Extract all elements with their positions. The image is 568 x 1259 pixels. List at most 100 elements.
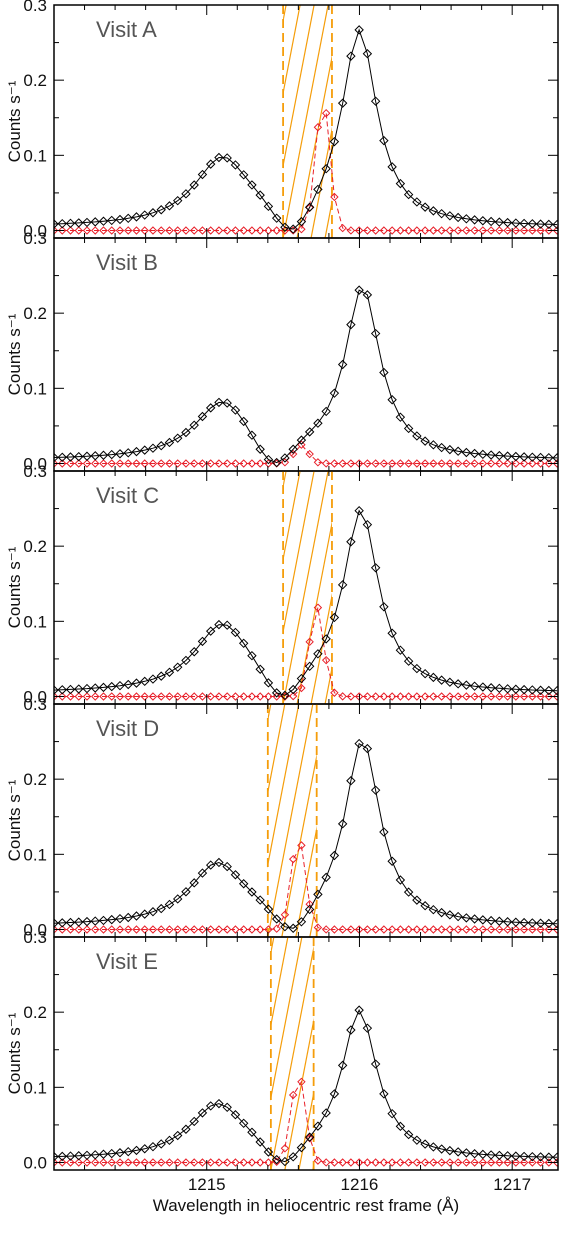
black-point <box>90 217 100 227</box>
red-point <box>396 226 405 235</box>
red-point <box>552 1158 558 1167</box>
black-point <box>74 684 84 694</box>
series-group <box>54 285 558 468</box>
black-series-line <box>54 1008 558 1163</box>
red-series-line <box>54 607 558 697</box>
black-point <box>140 210 150 220</box>
black-point <box>296 216 307 227</box>
black-point <box>148 208 158 218</box>
band-hatch-line <box>353 471 398 704</box>
black-point <box>148 443 158 453</box>
band-hatch-line <box>283 471 315 635</box>
black-series-line <box>54 289 558 464</box>
red-point <box>420 459 430 468</box>
red-point <box>66 459 75 468</box>
red-point <box>321 925 331 934</box>
red-point <box>536 226 545 235</box>
black-point <box>453 911 463 922</box>
black-point <box>535 219 546 229</box>
red-point <box>91 226 100 235</box>
band-hatch-line <box>310 592 332 704</box>
black-point <box>98 450 109 460</box>
black-point <box>164 667 175 677</box>
black-point <box>123 213 133 224</box>
red-point <box>420 1158 430 1167</box>
red-point <box>470 925 479 934</box>
black-point <box>486 450 496 460</box>
red-point <box>437 925 446 934</box>
y-tick-label: 0.2 <box>23 304 47 323</box>
black-point <box>280 1156 290 1167</box>
black-point <box>280 690 290 701</box>
black-point <box>379 135 389 146</box>
black-point <box>181 655 191 666</box>
red-point <box>206 692 215 701</box>
red-point <box>206 459 215 468</box>
panel-label: Visit A <box>96 17 157 42</box>
red-point <box>412 226 422 235</box>
red-point <box>264 692 273 701</box>
black-point <box>107 914 117 925</box>
red-point <box>412 1158 422 1167</box>
red-point <box>478 692 488 701</box>
black-point <box>65 917 76 928</box>
black-point <box>436 675 447 685</box>
red-point <box>478 226 488 235</box>
red-point <box>536 692 545 701</box>
black-point <box>387 628 397 638</box>
black-point <box>197 868 208 878</box>
series-group <box>54 505 558 701</box>
x-tick-label: 1217 <box>493 1175 531 1194</box>
red-point <box>330 459 339 468</box>
y-tick-label: 0.1 <box>23 1078 47 1097</box>
black-point <box>461 214 472 224</box>
black-point <box>354 505 364 516</box>
black-point <box>181 1124 191 1134</box>
red-point <box>66 226 75 235</box>
red-point <box>330 192 339 202</box>
black-point <box>131 212 142 222</box>
red-point <box>99 226 108 235</box>
y-tick-label: 0.3 <box>23 0 47 15</box>
black-point <box>313 418 323 428</box>
black-point <box>164 1135 175 1146</box>
red-point <box>462 1158 471 1167</box>
red-point <box>99 1158 108 1167</box>
black-point <box>115 680 125 691</box>
black-point <box>140 1144 150 1154</box>
red-point <box>173 925 182 934</box>
black-point <box>428 904 439 915</box>
black-point <box>222 398 232 408</box>
black-point <box>98 216 109 226</box>
red-point <box>470 1158 479 1167</box>
red-point <box>247 459 257 468</box>
black-point <box>362 49 373 59</box>
black-point <box>395 412 406 422</box>
red-point <box>157 1158 166 1167</box>
band-hatch-line <box>283 471 329 704</box>
black-point <box>222 861 232 872</box>
black-point <box>387 395 397 405</box>
red-point <box>445 1158 455 1167</box>
red-point <box>470 692 479 701</box>
band-hatch-line <box>310 126 332 238</box>
black-point <box>304 904 315 915</box>
red-point <box>231 226 240 235</box>
red-point <box>379 692 389 701</box>
black-point <box>428 1142 439 1152</box>
red-point <box>58 226 67 235</box>
band-hatch-line <box>341 937 386 1170</box>
black-point <box>354 738 364 749</box>
red-point <box>206 925 215 934</box>
black-point <box>535 452 546 463</box>
panel-frame <box>53 936 559 1171</box>
band-hatch-line <box>338 704 383 937</box>
red-point <box>536 925 545 934</box>
red-point <box>58 459 67 468</box>
black-point <box>461 1148 472 1158</box>
band-hatching <box>267 704 383 937</box>
black-point <box>107 449 117 460</box>
y-tick-label: 0.2 <box>23 71 47 90</box>
red-point <box>503 226 512 235</box>
band-hatch-line <box>296 54 332 238</box>
